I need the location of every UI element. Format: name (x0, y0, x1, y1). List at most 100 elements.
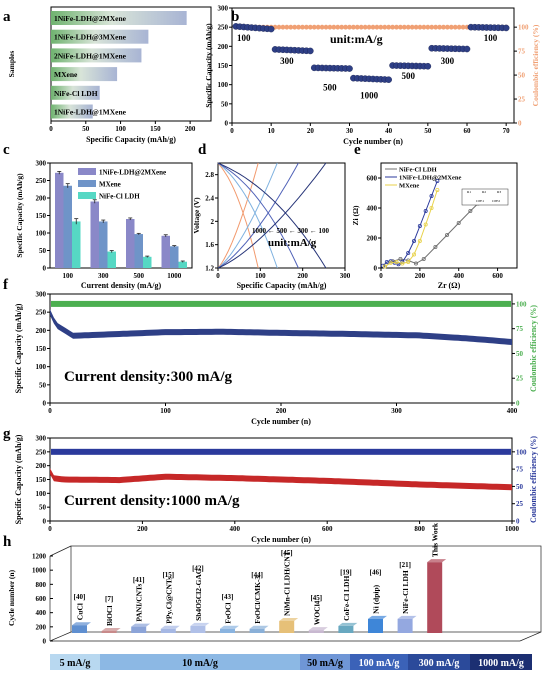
bar (51, 48, 142, 63)
y-tick-label: 800 (36, 581, 47, 589)
bar-top (308, 627, 328, 631)
x-tick-label: 0 (48, 407, 52, 415)
ce-point (354, 24, 360, 30)
rate-labels: 1000 ← 500 ← 300 ← 100 (252, 227, 330, 235)
discharge-curve (217, 162, 327, 269)
bar-top (368, 615, 387, 619)
ce-point (331, 24, 337, 30)
bar-category-label: NiMn-Cl LDH/CNT (283, 551, 292, 616)
y-tick-label: 400 (36, 609, 47, 617)
bar-category-label: BiOCl (105, 606, 114, 626)
plot-frame (380, 162, 518, 269)
discharge-curve (217, 162, 259, 269)
panel-label-a: a (3, 9, 11, 25)
bar-category-label: NiFe-Cl LDH (401, 570, 410, 614)
bar-top (397, 615, 417, 619)
back-wall (70, 545, 542, 633)
ce-point (288, 24, 294, 30)
x-tick-label: 50 (424, 127, 432, 135)
nyquist-point (435, 187, 440, 192)
y2-tick-label: 50 (516, 483, 524, 491)
bar (190, 625, 206, 633)
bar (368, 618, 383, 633)
x-axis-label: Cycle number (n) (251, 535, 311, 544)
y-tick-label: 1.2 (205, 265, 214, 273)
y-tick-label: 0 (225, 120, 229, 128)
ce-point (327, 24, 333, 30)
y-tick-label: 200 (36, 623, 47, 631)
reference-label: [15] (162, 571, 174, 579)
x-tick-label: 600 (492, 272, 503, 280)
bar-category-label: PPy.Cl@CNTs (164, 577, 173, 624)
ce-point (398, 24, 403, 30)
x-axis-label: Specific Capacity (mAh/g) (237, 281, 327, 290)
y2-tick-label: 100 (516, 300, 527, 308)
bar-top (249, 625, 269, 629)
y-tick-label: 200 (367, 235, 378, 243)
ce-point (304, 24, 309, 30)
nyquist-point (398, 256, 403, 261)
rate-label: 100 (484, 33, 498, 43)
bar-category-label: WOCl4 (312, 600, 321, 625)
plot-frame (49, 293, 513, 404)
x-tick-label: 200 (137, 525, 148, 533)
bar (427, 562, 443, 633)
bar (161, 235, 170, 268)
nyquist-point (412, 238, 417, 243)
y-tick-label: 1200 (32, 553, 47, 561)
ce-point (390, 24, 395, 30)
ce-point (280, 24, 286, 30)
nyquist-point (468, 208, 473, 213)
ce-point (315, 24, 321, 30)
ce-point (335, 24, 341, 30)
ce-point (366, 24, 372, 30)
capacity-point (267, 25, 275, 33)
panel-label-f: f (3, 277, 9, 293)
depth-edge (519, 631, 542, 642)
nyquist-point (406, 250, 411, 255)
ce-point (401, 24, 407, 30)
y-axis-label: Voltage (V) (192, 197, 201, 234)
bar (178, 261, 187, 268)
panel-g: Current density:1000 mA/g 0 200 400 600 800 10… (14, 434, 538, 544)
panel-label-d: d (198, 142, 207, 158)
x-tick-label: 40 (385, 127, 393, 135)
x-axis-label: Specific Capacity (mAh/g) (86, 135, 176, 144)
ce-point (394, 24, 399, 30)
current-band-label: 10 mA/g (182, 658, 218, 669)
circuit-label: R2 (482, 190, 486, 194)
ce-point (343, 24, 348, 30)
plot-frame (217, 162, 346, 269)
bar (51, 104, 93, 119)
x-tick-label: 400 (230, 525, 241, 533)
ce-point (448, 24, 454, 30)
ce-point (429, 24, 435, 30)
bar (338, 625, 354, 633)
y-tick-label: 2.8 (205, 171, 214, 179)
reference-label: [43] (222, 593, 234, 601)
bar-category-label: FeOCl (224, 603, 233, 624)
bar (51, 29, 149, 44)
circuit-label: R1 (467, 190, 471, 194)
y-tick-label: 1000 (32, 567, 47, 575)
x-tick-label: 300 (98, 272, 109, 280)
bar (143, 256, 152, 268)
legend-label: MXene (399, 183, 419, 190)
nyquist-point (400, 261, 405, 266)
current-band-label: 50 mA/g (307, 658, 343, 669)
x-tick-label: 200 (185, 125, 196, 133)
legend-label: MXene (99, 181, 121, 189)
panel-label-g: g (3, 426, 11, 442)
ce-point (382, 24, 388, 30)
bar-category-label: 2NiFe-LDH@1MXene (54, 51, 127, 60)
x-tick-label: 0 (379, 272, 383, 280)
x-tick-label: 0 (49, 125, 53, 133)
y2-tick-label: 50 (516, 350, 524, 358)
y-tick-label: 50 (39, 504, 47, 512)
ce-point (362, 24, 368, 30)
bar-top (72, 622, 91, 626)
y-tick-label: 0 (43, 518, 47, 526)
y-axis-label: Samples (7, 51, 16, 78)
legend-swatch (78, 180, 96, 187)
reference-label: [46] (370, 568, 382, 576)
